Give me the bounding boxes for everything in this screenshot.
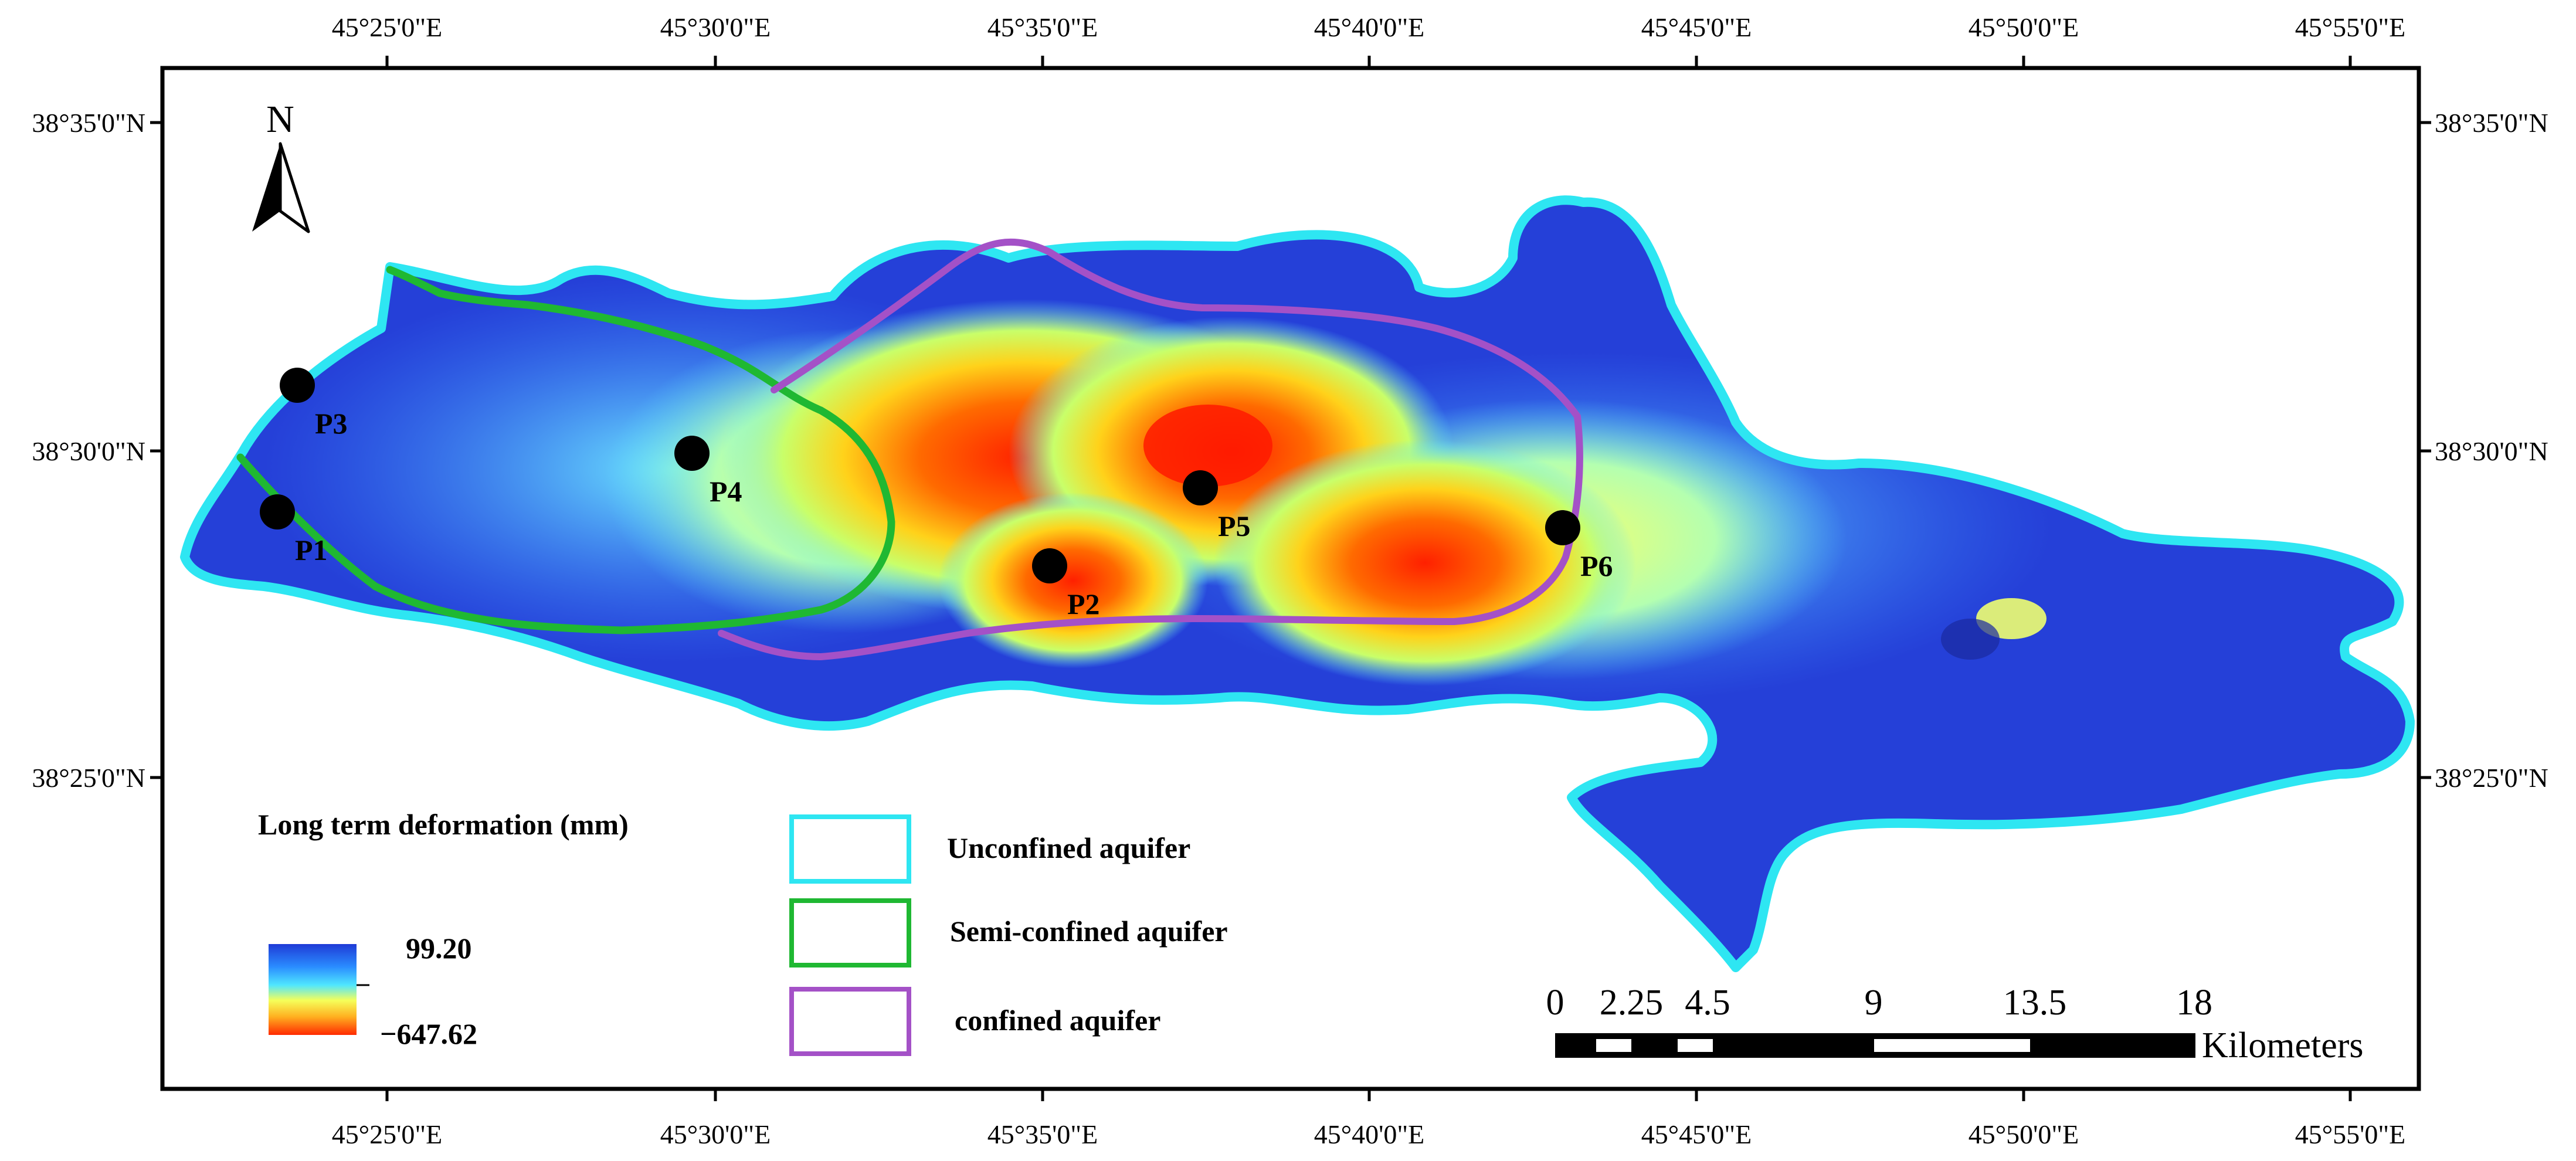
north-arrow-icon	[252, 144, 280, 232]
top-longitude-labels: 45°25'0"E 45°30'0"E 45°35'0"E 45°40'0"E …	[332, 12, 2406, 42]
scale-tick-label: 0	[1546, 983, 1564, 1023]
point-p2-label: P2	[1067, 588, 1100, 620]
lon-label-bottom: 45°45'0"E	[1641, 1119, 1752, 1149]
unconfined-swatch	[789, 814, 911, 884]
unconfined-aquifer-boundary	[180, 195, 2415, 972]
point-p6-marker[interactable]	[1545, 510, 1580, 545]
deformation-legend: Long term deformation (mm) 99.20 −647.62	[258, 808, 629, 1050]
point-p3-marker[interactable]	[280, 368, 315, 403]
point-p1-label: P1	[295, 534, 328, 566]
point-p6-label: P6	[1580, 549, 1613, 582]
deformation-min-label: −647.62	[380, 1017, 477, 1050]
lon-label-bottom: 45°50'0"E	[1969, 1119, 2079, 1149]
observation-points: P1 P2 P3 P4 P5 P6	[260, 368, 1613, 620]
point-p1-marker[interactable]	[260, 494, 295, 529]
scale-tick-label: 18	[2176, 983, 2212, 1023]
lat-label-right: 38°35'0"N	[2435, 108, 2548, 138]
lat-label-left: 38°30'0"N	[32, 436, 145, 466]
lon-label-bottom: 45°35'0"E	[987, 1119, 1098, 1149]
lat-label-left: 38°25'0"N	[32, 763, 145, 793]
right-latitude-labels: 38°35'0"N 38°30'0"N 38°25'0"N	[2435, 108, 2548, 793]
north-label: N	[266, 98, 294, 141]
aquifer-legend: Unconfined aquifer Semi-confined aquifer…	[789, 814, 1228, 1056]
lon-label-bottom: 45°55'0"E	[2295, 1119, 2406, 1149]
lon-label-top: 45°30'0"E	[660, 12, 771, 42]
deformation-max-label: 99.20	[406, 932, 472, 965]
lon-label-top: 45°25'0"E	[332, 12, 443, 42]
lon-label-top: 45°45'0"E	[1641, 12, 1752, 42]
lat-label-right: 38°30'0"N	[2435, 436, 2548, 466]
point-p2-marker[interactable]	[1032, 548, 1067, 583]
semi-confined-legend-label: Semi-confined aquifer	[950, 915, 1228, 948]
deformation-legend-title: Long term deformation (mm)	[258, 808, 629, 841]
scale-tick-label: 4.5	[1685, 983, 1730, 1023]
lon-label-bottom: 45°30'0"E	[660, 1119, 771, 1149]
point-p5-marker[interactable]	[1183, 470, 1218, 505]
semi-confined-swatch	[789, 898, 911, 967]
graticule-ticks	[150, 56, 2431, 1101]
unconfined-legend-label: Unconfined aquifer	[947, 831, 1190, 864]
point-p3-label: P3	[315, 407, 348, 440]
confined-aquifer-boundary	[718, 238, 1583, 660]
bottom-longitude-labels: 45°25'0"E 45°30'0"E 45°35'0"E 45°40'0"E …	[332, 1119, 2406, 1149]
north-arrow: N	[252, 98, 310, 233]
lon-label-top: 45°35'0"E	[987, 12, 1098, 42]
lat-label-left: 38°35'0"N	[32, 108, 145, 138]
semi-confined-aquifer-boundary	[236, 266, 895, 634]
scale-bar: 0 2.25 4.5 9 13.5 18 Kilometers	[1546, 983, 2364, 1065]
scale-tick-label: 13.5	[2003, 983, 2067, 1023]
left-latitude-labels: 38°35'0"N 38°30'0"N 38°25'0"N	[32, 108, 145, 793]
scale-unit-label: Kilometers	[2202, 1026, 2364, 1065]
scale-tick-label: 9	[1865, 983, 1883, 1023]
lon-label-top: 45°50'0"E	[1969, 12, 2079, 42]
lat-label-right: 38°25'0"N	[2435, 763, 2548, 793]
scale-tick-label: 2.25	[1600, 983, 1664, 1023]
lon-label-top: 45°40'0"E	[1314, 12, 1425, 42]
lon-label-bottom: 45°40'0"E	[1314, 1119, 1425, 1149]
confined-legend-label: confined aquifer	[955, 1004, 1160, 1037]
deformation-color-ramp	[269, 944, 357, 1035]
confined-swatch	[789, 987, 911, 1056]
point-p4-marker[interactable]	[674, 436, 710, 471]
point-p5-label: P5	[1218, 510, 1251, 542]
lon-label-top: 45°55'0"E	[2295, 12, 2406, 42]
point-p4-label: P4	[710, 475, 742, 508]
lon-label-bottom: 45°25'0"E	[332, 1119, 443, 1149]
